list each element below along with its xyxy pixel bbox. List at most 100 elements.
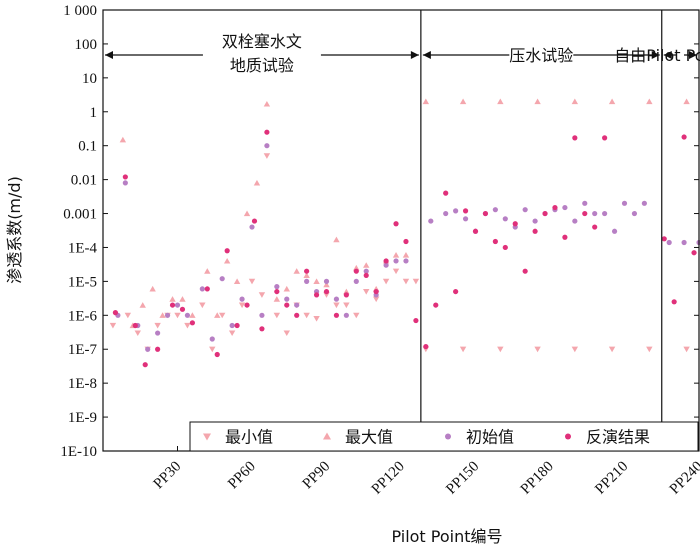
data-point (343, 288, 350, 295)
x-tick-label: PP240 (667, 459, 700, 498)
data-point (249, 224, 255, 230)
data-point (571, 346, 579, 353)
data-point (154, 322, 161, 329)
x-tick-label: PP120 (369, 459, 408, 498)
data-point (239, 296, 245, 302)
data-point (353, 312, 360, 319)
data-point (462, 216, 469, 222)
x-tick-label: PP30 (151, 459, 185, 493)
points-layer (109, 98, 700, 368)
data-point (122, 180, 128, 186)
data-point (174, 302, 181, 308)
data-point (323, 281, 330, 288)
data-point (142, 362, 148, 368)
data-point (562, 234, 568, 240)
region-label: 自由Pilot Point 点 (614, 46, 700, 65)
data-point (303, 312, 310, 319)
data-point (572, 135, 578, 141)
data-point (592, 210, 598, 217)
x-tick-label: PP150 (443, 459, 482, 498)
legend-marker (203, 433, 211, 441)
y-tick-label: 1E-6 (68, 308, 98, 324)
legend-label: 最大值 (345, 428, 393, 447)
data-point (428, 218, 434, 224)
y-tick-label: 0.1 (78, 139, 97, 155)
y-tick-label: 0.001 (63, 207, 97, 223)
data-point (139, 302, 146, 308)
data-point (283, 285, 290, 292)
y-tick-label: 1E-7 (68, 342, 98, 358)
data-point (353, 264, 360, 271)
data-point (294, 302, 300, 308)
data-point (313, 315, 320, 322)
data-point (412, 278, 420, 285)
region-label: 地质试验 (230, 56, 294, 75)
data-point (552, 204, 558, 211)
x-tick-label: PP60 (225, 459, 259, 493)
data-point (333, 312, 340, 318)
data-point (199, 302, 206, 309)
data-point (462, 208, 469, 214)
data-point (562, 204, 568, 211)
data-point (313, 278, 320, 284)
data-point (284, 296, 290, 302)
data-point (534, 98, 541, 105)
data-point (258, 292, 266, 298)
data-point (363, 288, 370, 295)
data-point (204, 268, 211, 274)
data-point (453, 288, 459, 295)
legend-label: 最小值 (225, 428, 273, 447)
data-point (313, 292, 320, 298)
data-point (402, 251, 410, 258)
data-point (641, 200, 647, 206)
data-point (333, 236, 340, 243)
data-point (582, 200, 588, 206)
data-point (522, 268, 528, 274)
data-point (274, 288, 280, 295)
data-point (363, 272, 369, 279)
arrow-head-right (410, 51, 419, 59)
data-point (112, 310, 119, 316)
data-point (333, 296, 340, 302)
data-point (532, 228, 538, 234)
legend-box (189, 421, 699, 452)
data-point (422, 98, 430, 105)
data-point (159, 312, 166, 318)
data-point (602, 135, 608, 141)
data-point (174, 312, 181, 319)
data-point (234, 322, 240, 329)
data-point (229, 322, 235, 329)
data-point (343, 292, 349, 298)
data-point (353, 268, 359, 274)
data-point (184, 322, 191, 329)
data-point (413, 317, 419, 324)
series-3 (115, 143, 700, 352)
data-point (392, 251, 400, 258)
data-point (343, 312, 349, 318)
arrow-head-left (422, 51, 431, 59)
data-point (293, 268, 300, 274)
data-point (353, 278, 359, 284)
data-point (259, 326, 265, 332)
y-tick-label: 0.01 (71, 173, 97, 189)
data-point (497, 346, 504, 353)
y-tick-label: 1 000 (63, 3, 97, 19)
data-point (253, 179, 261, 186)
data-point (209, 346, 216, 353)
data-point (631, 210, 638, 217)
data-point (459, 98, 467, 105)
data-point (608, 98, 616, 105)
data-point (482, 210, 489, 217)
data-point (402, 278, 410, 285)
data-point (383, 262, 389, 268)
legend-marker (565, 433, 571, 440)
data-point (119, 136, 127, 143)
data-point (304, 268, 310, 274)
region-label: 双栓塞水文 (222, 32, 302, 51)
data-point (224, 248, 230, 254)
data-point (274, 284, 280, 290)
data-point (497, 98, 504, 105)
legend-label: 初始值 (466, 428, 514, 447)
data-point (189, 320, 195, 326)
